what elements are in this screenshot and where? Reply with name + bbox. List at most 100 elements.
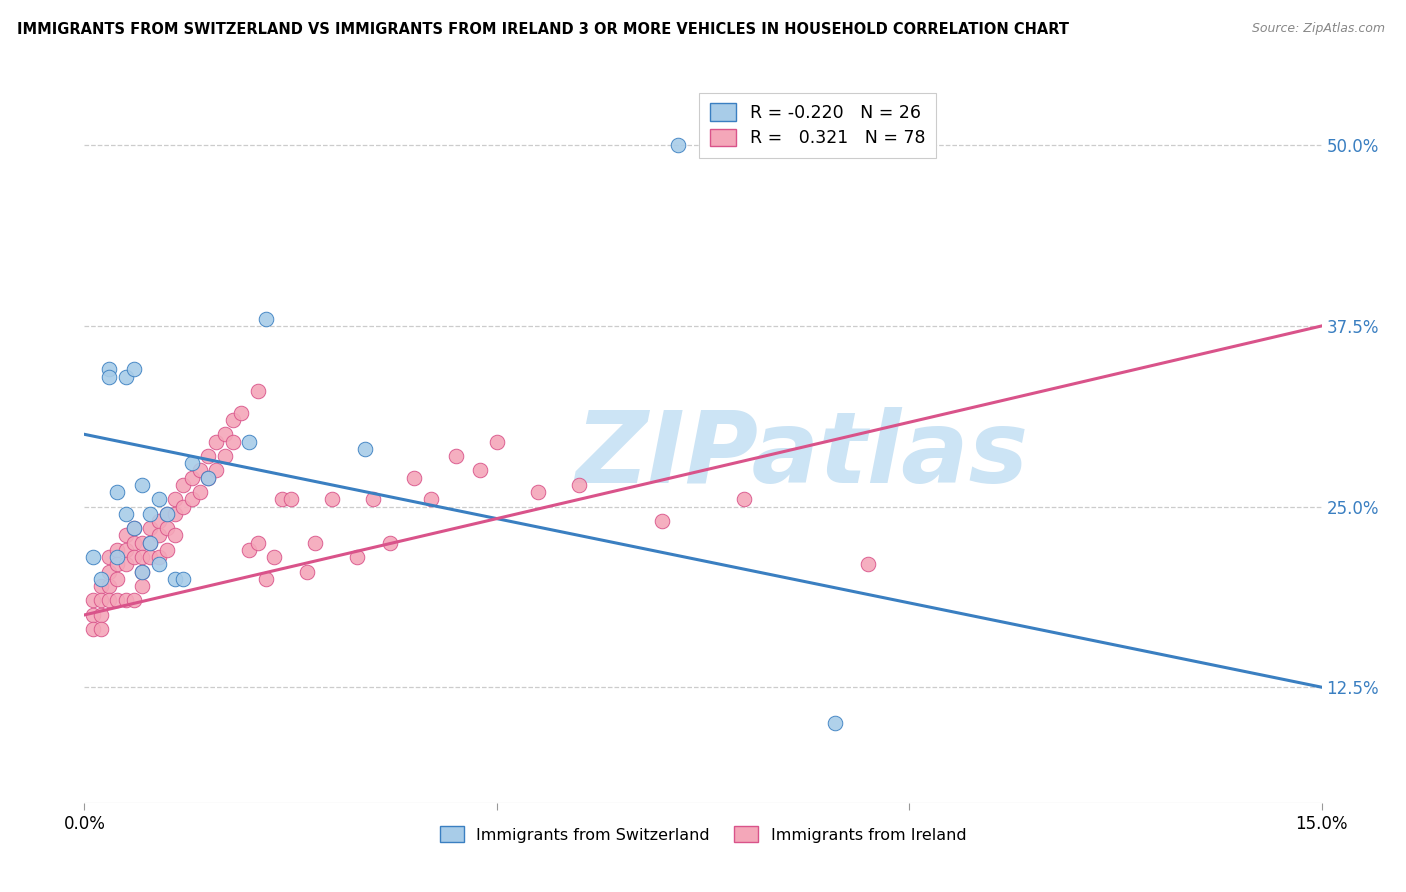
Point — [238, 542, 260, 557]
Point — [114, 369, 136, 384]
Point — [165, 572, 187, 586]
Point — [90, 572, 112, 586]
Point — [105, 593, 128, 607]
Point — [122, 362, 145, 376]
Point — [295, 565, 318, 579]
Point — [254, 572, 277, 586]
Point — [105, 485, 128, 500]
Point — [139, 521, 162, 535]
Point — [90, 579, 112, 593]
Point — [271, 492, 294, 507]
Point — [148, 528, 170, 542]
Point — [98, 362, 121, 376]
Point — [148, 514, 170, 528]
Point — [321, 492, 343, 507]
Point — [568, 478, 591, 492]
Point — [197, 449, 219, 463]
Point — [180, 471, 202, 485]
Point — [263, 550, 285, 565]
Point — [222, 413, 245, 427]
Point — [527, 485, 550, 500]
Point — [122, 550, 145, 565]
Point — [114, 507, 136, 521]
Point — [131, 550, 153, 565]
Point — [180, 456, 202, 470]
Point — [378, 535, 401, 549]
Point — [444, 449, 467, 463]
Point — [139, 550, 162, 565]
Point — [156, 507, 179, 521]
Point — [131, 478, 153, 492]
Point — [651, 514, 673, 528]
Point — [666, 138, 689, 153]
Text: IMMIGRANTS FROM SWITZERLAND VS IMMIGRANTS FROM IRELAND 3 OR MORE VEHICLES IN HOU: IMMIGRANTS FROM SWITZERLAND VS IMMIGRANT… — [17, 22, 1069, 37]
Point — [304, 535, 326, 549]
Point — [105, 572, 128, 586]
Point — [98, 579, 121, 593]
Point — [165, 528, 187, 542]
Point — [105, 550, 128, 565]
Point — [156, 507, 179, 521]
Point — [470, 463, 492, 477]
Point — [114, 542, 136, 557]
Point — [205, 434, 228, 449]
Point — [180, 492, 202, 507]
Point — [733, 492, 755, 507]
Point — [90, 623, 112, 637]
Point — [82, 607, 104, 622]
Point — [131, 565, 153, 579]
Point — [214, 449, 236, 463]
Text: Source: ZipAtlas.com: Source: ZipAtlas.com — [1251, 22, 1385, 36]
Point — [188, 485, 211, 500]
Point — [98, 593, 121, 607]
Point — [346, 550, 368, 565]
Point — [105, 558, 128, 572]
Point — [98, 565, 121, 579]
Point — [197, 471, 219, 485]
Point — [246, 535, 269, 549]
Point — [105, 542, 128, 557]
Point — [114, 558, 136, 572]
Point — [90, 607, 112, 622]
Point — [229, 406, 252, 420]
Point — [188, 463, 211, 477]
Point — [280, 492, 302, 507]
Point — [172, 500, 194, 514]
Point — [122, 521, 145, 535]
Point — [238, 434, 260, 449]
Point — [165, 492, 187, 507]
Point — [404, 471, 426, 485]
Point — [205, 463, 228, 477]
Point — [254, 311, 277, 326]
Point — [122, 521, 145, 535]
Point — [139, 535, 162, 549]
Point — [485, 434, 508, 449]
Point — [98, 550, 121, 565]
Point — [165, 507, 187, 521]
Point — [172, 478, 194, 492]
Point — [156, 542, 179, 557]
Point — [122, 593, 145, 607]
Point — [90, 593, 112, 607]
Legend: Immigrants from Switzerland, Immigrants from Ireland: Immigrants from Switzerland, Immigrants … — [433, 820, 973, 849]
Point — [139, 507, 162, 521]
Point — [361, 492, 384, 507]
Point — [214, 427, 236, 442]
Point — [148, 558, 170, 572]
Text: ZIPatlas: ZIPatlas — [575, 408, 1029, 505]
Point — [131, 565, 153, 579]
Point — [82, 593, 104, 607]
Point — [246, 384, 269, 398]
Point — [856, 558, 879, 572]
Point — [172, 572, 194, 586]
Point — [419, 492, 441, 507]
Point — [131, 579, 153, 593]
Point — [222, 434, 245, 449]
Point — [122, 535, 145, 549]
Point — [131, 535, 153, 549]
Point — [98, 369, 121, 384]
Point — [148, 550, 170, 565]
Point — [114, 528, 136, 542]
Point — [82, 623, 104, 637]
Point — [82, 550, 104, 565]
